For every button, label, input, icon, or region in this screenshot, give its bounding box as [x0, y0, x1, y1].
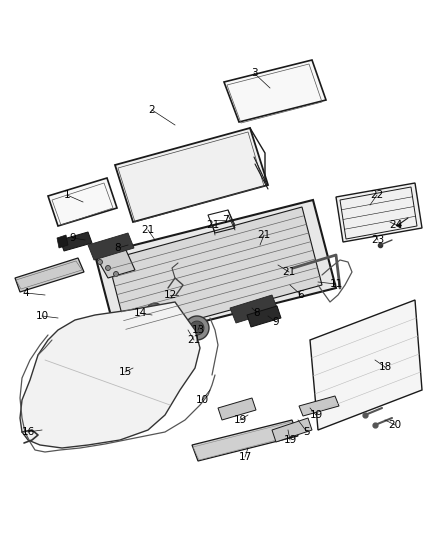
- Text: 19: 19: [309, 410, 323, 420]
- Text: 18: 18: [378, 362, 392, 372]
- Text: 21: 21: [206, 220, 219, 230]
- Text: 19: 19: [283, 435, 297, 445]
- Text: 2: 2: [148, 105, 155, 115]
- Text: 9: 9: [70, 233, 76, 243]
- Text: 5: 5: [304, 427, 310, 437]
- Polygon shape: [218, 398, 256, 420]
- Text: 21: 21: [141, 225, 155, 235]
- Text: 14: 14: [134, 308, 147, 318]
- Circle shape: [106, 265, 110, 271]
- Polygon shape: [310, 300, 422, 430]
- Text: 11: 11: [329, 279, 343, 289]
- Text: 19: 19: [233, 415, 247, 425]
- Text: 17: 17: [238, 452, 251, 462]
- Circle shape: [146, 303, 164, 321]
- Circle shape: [190, 321, 204, 335]
- Text: 13: 13: [191, 325, 205, 335]
- Text: 23: 23: [371, 235, 385, 245]
- Text: 21: 21: [187, 335, 201, 345]
- Polygon shape: [57, 235, 68, 248]
- Polygon shape: [336, 183, 422, 242]
- Text: 20: 20: [389, 420, 402, 430]
- Polygon shape: [224, 60, 326, 122]
- Polygon shape: [272, 418, 312, 442]
- Text: 9: 9: [273, 317, 279, 327]
- Text: 15: 15: [118, 367, 132, 377]
- Text: 10: 10: [195, 395, 208, 405]
- Polygon shape: [247, 306, 281, 327]
- Text: 21: 21: [258, 230, 271, 240]
- Polygon shape: [48, 178, 117, 226]
- Polygon shape: [95, 200, 336, 343]
- Text: 8: 8: [115, 243, 121, 253]
- Polygon shape: [299, 396, 339, 416]
- Polygon shape: [60, 232, 92, 251]
- Polygon shape: [192, 420, 298, 461]
- Polygon shape: [115, 128, 268, 222]
- Text: 1: 1: [64, 190, 71, 200]
- Polygon shape: [88, 233, 134, 260]
- Polygon shape: [95, 248, 135, 278]
- Text: 22: 22: [371, 190, 384, 200]
- Circle shape: [150, 307, 160, 317]
- Text: 24: 24: [389, 220, 403, 230]
- Text: 10: 10: [35, 311, 49, 321]
- Polygon shape: [230, 295, 278, 323]
- Text: 6: 6: [298, 290, 304, 300]
- Text: 7: 7: [222, 215, 228, 225]
- Text: 21: 21: [283, 267, 296, 277]
- Text: 4: 4: [23, 288, 29, 298]
- Polygon shape: [108, 207, 322, 338]
- Text: 12: 12: [163, 290, 177, 300]
- Circle shape: [185, 316, 209, 340]
- Text: 8: 8: [254, 308, 260, 318]
- Text: 16: 16: [21, 427, 35, 437]
- Circle shape: [98, 260, 102, 264]
- Polygon shape: [15, 258, 84, 292]
- Text: 3: 3: [251, 68, 257, 78]
- Circle shape: [113, 271, 119, 277]
- Polygon shape: [20, 302, 200, 448]
